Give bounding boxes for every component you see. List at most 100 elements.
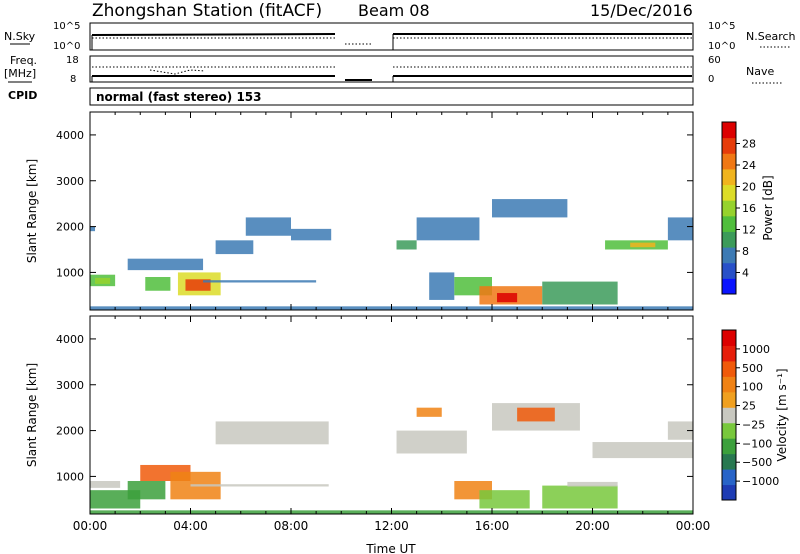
power-y-axis-label: Slant Range [km] [25, 159, 39, 263]
scatter-region [630, 242, 656, 248]
colorbar-segment [722, 168, 736, 186]
power-colorbar-ticks: 4 8 12 16 20 24 28 [736, 138, 756, 280]
colorbar-tick-label: 25 [742, 400, 756, 413]
scatter-region [416, 217, 480, 241]
nsky-tick-top: 10^5 [53, 21, 80, 32]
nave-label: Nave [746, 65, 774, 78]
date-label: 15/Dec/2016 [590, 1, 693, 20]
scatter-region [215, 421, 329, 445]
freq-tick-bottom: 8 [70, 74, 76, 85]
x-tick-label: 04:00 [173, 519, 208, 533]
scatter-region [127, 258, 204, 271]
colorbar-segment [722, 215, 736, 232]
colorbar-tick-label: 20 [742, 181, 756, 194]
nsky-trace [91, 33, 692, 50]
velocity-data-layer [90, 403, 693, 514]
scatter-region [492, 199, 568, 218]
power-panel: 1000 2000 3000 4000 Slant Range [km] [25, 111, 694, 311]
velocity-colorbar-frame [721, 329, 737, 501]
colorbar-tick-label: 100 [742, 381, 763, 394]
power-x-axis [89, 112, 694, 310]
y-tick-label: 4000 [56, 129, 84, 142]
colorbar-segment [722, 345, 736, 362]
y-tick-label: 2000 [56, 425, 84, 438]
colorbar-tick-label: 28 [742, 138, 756, 151]
colorbar-segment [722, 438, 736, 455]
scatter-region [592, 442, 693, 459]
scatter-region [479, 490, 530, 509]
freq-tick-top: 18 [66, 55, 79, 66]
colorbar-segment [722, 376, 736, 393]
scatter-region [291, 228, 332, 241]
scatter-region [667, 217, 693, 241]
scatter-region [542, 281, 618, 305]
time-axis-label: Time UT [365, 542, 416, 554]
x-tick-label: 16:00 [475, 519, 510, 533]
colorbar-tick-label: 24 [742, 159, 756, 172]
velocity-colorbar-ticks: 1000 500 100 25 −25 −100 −500 −1000 [736, 343, 779, 488]
scatter-region [127, 481, 166, 500]
scatter-region [429, 272, 455, 300]
colorbar-segment [722, 200, 736, 217]
colorbar-segment [722, 247, 736, 264]
scatter-region [190, 484, 329, 487]
x-tick-label: 20:00 [575, 519, 610, 533]
x-tick-label: 12:00 [374, 519, 409, 533]
velocity-y-axis: 1000 2000 3000 4000 [56, 333, 693, 483]
freq-label: Freq. [10, 54, 37, 67]
scatter-region [215, 240, 254, 255]
colorbar-segment [722, 422, 736, 439]
velocity-colorbar: 1000 500 100 25 −25 −100 −500 −1000 Velocity [m… [721, 329, 789, 501]
velocity-colorbar-label: Velocity [m s⁻¹] [775, 368, 789, 461]
nsearch-tick-top: 10^5 [708, 21, 735, 32]
colorbar-tick-label: 1000 [742, 343, 770, 356]
nsky-label: N.Sky [4, 30, 36, 43]
velocity-panel: 1000 2000 3000 4000 00:00 04:00 08:00 12:00 16:… [25, 315, 710, 554]
x-tick-label: 08:00 [274, 519, 309, 533]
colorbar-segment [722, 137, 736, 154]
scatter-region [416, 407, 442, 417]
colorbar-tick-label: 12 [742, 224, 756, 237]
colorbar-tick-label: 8 [742, 245, 749, 258]
scatter-region [185, 279, 211, 291]
colorbar-tick-label: 500 [742, 362, 763, 375]
y-tick-label: 2000 [56, 221, 84, 234]
colorbar-segment [722, 484, 736, 501]
scatter-region [517, 407, 555, 422]
scatter-region [396, 430, 467, 454]
y-tick-label: 1000 [56, 266, 84, 279]
nave-tick-top: 60 [708, 55, 721, 66]
colorbar-tick-label: −500 [742, 456, 772, 469]
scatter-region [542, 485, 618, 509]
colorbar-segment [722, 391, 736, 408]
beam-label: Beam 08 [358, 1, 430, 20]
nsky-tick-bottom: 10^0 [53, 41, 80, 52]
power-colorbar: 4 8 12 16 20 24 28 Power [dB] [721, 121, 775, 295]
scatter-region [245, 217, 291, 236]
power-y-axis: 1000 2000 3000 4000 [56, 129, 693, 279]
power-data-layer [90, 199, 693, 310]
scatter-region [203, 280, 317, 283]
colorbar-segment [722, 262, 736, 279]
colorbar-segment [722, 330, 736, 346]
velocity-y-axis-label: Slant Range [km] [25, 363, 39, 467]
scatter-region [90, 481, 121, 488]
freq-strip-frame [89, 55, 694, 83]
y-tick-label: 3000 [56, 175, 84, 188]
y-tick-label: 4000 [56, 333, 84, 346]
station-title: Zhongshan Station (fitACF) [92, 1, 322, 21]
freq-trace [91, 66, 692, 82]
colorbar-tick-label: −100 [742, 437, 772, 450]
nsearch-tick-bottom: 10^0 [708, 41, 735, 52]
nsearch-label: N.Search [746, 30, 796, 43]
nave-tick-bottom: 0 [708, 74, 714, 85]
cpid-value: normal (fast stereo) 153 [96, 90, 262, 104]
colorbar-tick-label: 4 [742, 267, 749, 280]
scatter-region [667, 421, 693, 440]
colorbar-segment [722, 153, 736, 170]
freq-unit-label: [MHz] [4, 67, 36, 80]
colorbar-segment [722, 122, 736, 139]
colorbar-segment [722, 184, 736, 201]
scatter-region [90, 226, 96, 232]
